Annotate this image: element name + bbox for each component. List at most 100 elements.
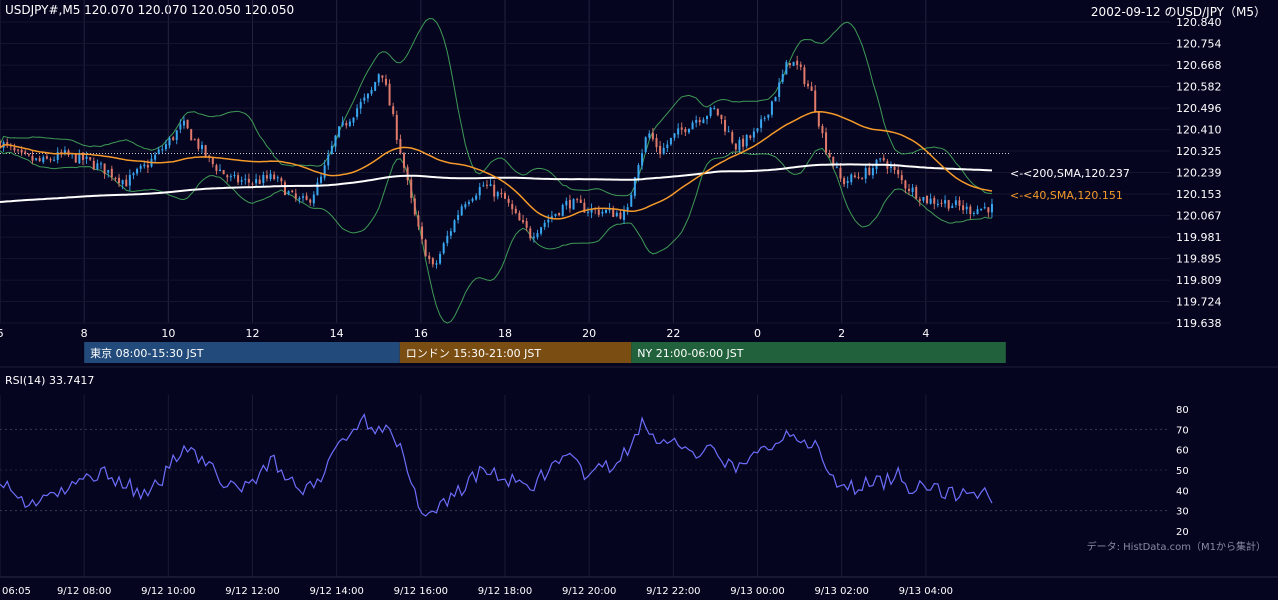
candle-body bbox=[691, 122, 694, 130]
candle-body bbox=[489, 184, 492, 187]
candle-body bbox=[334, 135, 337, 147]
candle-body bbox=[493, 184, 496, 197]
x-tick-label: 6 bbox=[0, 327, 4, 340]
candle-body bbox=[550, 216, 553, 219]
candle-body bbox=[38, 158, 41, 161]
rsi-line bbox=[0, 413, 993, 517]
candle-body bbox=[731, 132, 734, 143]
candle-body bbox=[540, 227, 543, 234]
candle-body bbox=[543, 222, 546, 227]
candle-body bbox=[879, 158, 882, 160]
candle-body bbox=[298, 197, 301, 200]
candle-body bbox=[669, 137, 672, 145]
price-tick-label: 120.668 bbox=[1176, 59, 1222, 72]
candle-body bbox=[63, 150, 66, 155]
candle-body bbox=[229, 176, 232, 178]
candle-body bbox=[745, 134, 748, 147]
candle-body bbox=[944, 200, 947, 204]
candle-body bbox=[496, 192, 499, 197]
candle-body bbox=[265, 175, 268, 179]
candle-body bbox=[110, 168, 113, 178]
bottom-x-tick-label: 9/12 10:00 bbox=[141, 586, 195, 597]
x-axis-main: 6 8 10 12 14 16 18 20 22 0 2 4 bbox=[0, 327, 929, 340]
candle-body bbox=[421, 226, 424, 240]
candle-body bbox=[832, 156, 835, 166]
candle-body bbox=[687, 128, 690, 133]
candle-body bbox=[107, 169, 110, 173]
candle-body bbox=[345, 123, 348, 126]
candle-body bbox=[983, 207, 986, 209]
candle-body bbox=[208, 155, 211, 158]
candle-body bbox=[359, 101, 362, 109]
candle-body bbox=[684, 129, 687, 133]
candle-body bbox=[485, 184, 488, 186]
candle-body bbox=[623, 210, 626, 220]
x-tick-label: 4 bbox=[922, 327, 929, 340]
x-tick-label: 2 bbox=[838, 327, 845, 340]
candle-body bbox=[900, 175, 903, 181]
bottom-x-tick-label: 9/12 20:00 bbox=[562, 586, 616, 597]
candle-body bbox=[417, 215, 420, 227]
x-tick-label: 8 bbox=[81, 327, 88, 340]
price-tick-label: 119.981 bbox=[1176, 231, 1222, 244]
candle-body bbox=[81, 152, 84, 160]
source-note: データ: HistData.com（M1から集計） bbox=[1087, 540, 1266, 553]
candle-body bbox=[850, 174, 853, 183]
session-bar bbox=[631, 342, 1006, 363]
candle-body bbox=[601, 211, 604, 214]
candle-body bbox=[597, 209, 600, 215]
candle-body bbox=[756, 128, 759, 132]
candle-body bbox=[792, 61, 795, 66]
candle-body bbox=[882, 157, 885, 161]
candle-body bbox=[778, 82, 781, 97]
candle-body bbox=[705, 116, 709, 120]
candle-body bbox=[648, 133, 651, 138]
candle-body bbox=[825, 132, 828, 153]
candle-body bbox=[821, 126, 824, 134]
candle-body bbox=[673, 133, 676, 138]
candle-body bbox=[237, 175, 240, 183]
rsi-tick-label: 50 bbox=[1176, 466, 1189, 477]
candle-body bbox=[449, 231, 452, 236]
candle-body bbox=[388, 83, 391, 106]
x-tick-label: 14 bbox=[330, 327, 344, 340]
candle-body bbox=[572, 199, 575, 210]
candle-body bbox=[154, 154, 157, 160]
candle-body bbox=[446, 235, 449, 244]
candle-body bbox=[381, 75, 384, 78]
candle-body bbox=[475, 195, 478, 200]
candle-body bbox=[799, 64, 802, 67]
candle-body bbox=[114, 177, 117, 179]
candle-body bbox=[172, 137, 175, 140]
candle-body bbox=[283, 182, 286, 196]
candle-body bbox=[644, 137, 647, 153]
session-label: ロンドン 15:30-21:00 JST bbox=[406, 347, 542, 360]
candle-body bbox=[374, 82, 377, 91]
candle-body bbox=[958, 200, 961, 206]
candle-body bbox=[312, 194, 315, 204]
candle-body bbox=[843, 178, 846, 185]
candle-body bbox=[861, 178, 864, 180]
candle-body bbox=[796, 60, 799, 66]
candle-body bbox=[0, 141, 2, 148]
candle-body bbox=[35, 158, 38, 160]
candle-body bbox=[204, 145, 207, 157]
candle-body bbox=[89, 157, 92, 160]
candle-body bbox=[915, 187, 918, 199]
candle-body bbox=[918, 199, 921, 201]
candle-body bbox=[514, 208, 517, 214]
candle-body bbox=[612, 208, 615, 217]
candle-body bbox=[341, 121, 344, 126]
candle-body bbox=[972, 212, 975, 214]
candle-body bbox=[175, 130, 178, 141]
candle-body bbox=[680, 127, 683, 130]
candle-body bbox=[276, 177, 279, 179]
candle-body bbox=[45, 156, 48, 159]
price-tick-label: 120.410 bbox=[1176, 124, 1222, 137]
bottom-x-tick-label: 06:05 bbox=[2, 586, 31, 597]
candle-body bbox=[568, 200, 571, 209]
candle-body bbox=[897, 169, 900, 175]
candle-body bbox=[677, 128, 680, 135]
price-tick-label: 119.638 bbox=[1176, 317, 1222, 330]
